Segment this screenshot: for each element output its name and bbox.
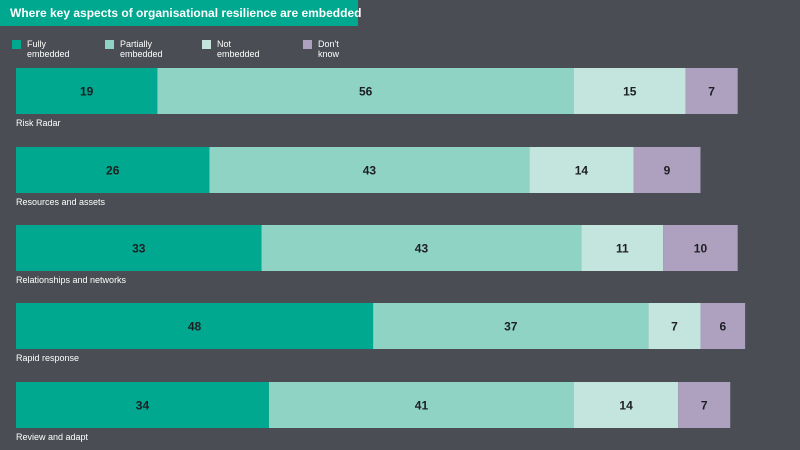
data-label-1-2: 14 (575, 164, 589, 178)
data-label-0-1: 56 (359, 85, 373, 99)
data-label-1-1: 43 (363, 164, 377, 178)
legend-label-3-1: know (318, 49, 340, 59)
data-label-3-1: 37 (504, 320, 518, 334)
bar-segment-2-2 (581, 225, 664, 271)
legend-label-0-0: Fully (27, 39, 47, 49)
data-label-3-3: 6 (719, 320, 726, 334)
legend-swatch-3 (303, 40, 312, 49)
legend-label-2-0: Not (217, 39, 232, 49)
legend-label-3-0: Don't (318, 39, 339, 49)
bar-segment-1-1 (209, 147, 530, 193)
bar-segment-3-2 (648, 303, 701, 349)
bar-segment-3-1 (373, 303, 649, 349)
data-label-2-1: 43 (415, 242, 429, 256)
legend-label-2-1: embedded (217, 49, 260, 59)
category-label-4: Review and adapt (16, 432, 89, 442)
bar-segment-1-2 (529, 147, 634, 193)
category-label-1: Resources and assets (16, 197, 106, 207)
data-label-4-2: 14 (619, 399, 633, 413)
bar-segment-4-1 (268, 382, 574, 428)
data-label-4-3: 7 (701, 399, 708, 413)
bar-segment-0-2 (574, 68, 686, 114)
bar-segment-2-0 (16, 225, 262, 271)
data-label-1-3: 9 (664, 164, 671, 178)
bar-segment-3-3 (700, 303, 746, 349)
bar-segment-4-3 (678, 382, 731, 428)
bar-segment-2-3 (663, 225, 738, 271)
category-label-3: Rapid response (16, 353, 79, 363)
data-label-3-0: 48 (188, 320, 202, 334)
title-banner: Where key aspects of organisational resi… (0, 0, 362, 26)
data-label-2-3: 10 (694, 242, 708, 256)
bar-segment-4-0 (16, 382, 269, 428)
data-label-2-0: 33 (132, 242, 146, 256)
category-label-2: Relationships and networks (16, 275, 127, 285)
data-label-4-0: 34 (136, 399, 150, 413)
legend-swatch-2 (202, 40, 211, 49)
bar-segment-2-1 (261, 225, 582, 271)
bar-segment-4-2 (574, 382, 679, 428)
chart-title: Where key aspects of organisational resi… (10, 6, 362, 20)
data-label-2-2: 11 (616, 242, 629, 256)
legend-label-1-1: embedded (120, 49, 163, 59)
data-label-0-0: 19 (80, 85, 94, 99)
legend-swatch-1 (105, 40, 114, 49)
data-label-1-0: 26 (106, 164, 120, 178)
category-label-0: Risk Radar (16, 118, 61, 128)
legend-label-0-1: embedded (27, 49, 70, 59)
legend-swatch-0 (12, 40, 21, 49)
data-label-0-2: 15 (623, 85, 637, 99)
legend-label-1-0: Partially (120, 39, 153, 49)
bar-segment-1-3 (633, 147, 701, 193)
bar-segment-0-3 (685, 68, 738, 114)
data-label-0-3: 7 (708, 85, 715, 99)
data-label-4-1: 41 (415, 399, 429, 413)
bar-segment-0-0 (16, 68, 158, 114)
bar-segment-1-0 (16, 147, 210, 193)
data-label-3-2: 7 (671, 320, 678, 334)
bar-segment-0-1 (157, 68, 575, 114)
bar-segment-3-0 (16, 303, 374, 349)
